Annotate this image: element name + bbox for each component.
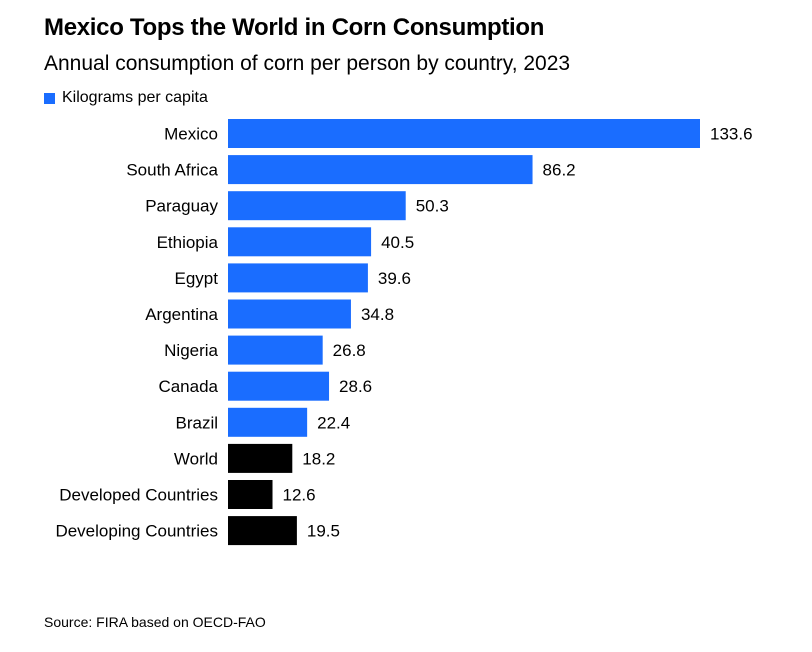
value-label: 19.5 bbox=[307, 522, 340, 541]
bar bbox=[228, 480, 273, 509]
source-note: Source: FIRA based on OECD-FAO bbox=[44, 614, 266, 630]
value-label: 50.3 bbox=[416, 197, 449, 216]
value-label: 28.6 bbox=[339, 377, 372, 396]
category-label: Nigeria bbox=[164, 341, 218, 360]
category-label: Egypt bbox=[175, 269, 219, 288]
value-label: 18.2 bbox=[302, 449, 335, 468]
value-label: 22.4 bbox=[317, 413, 350, 432]
value-label: 26.8 bbox=[333, 341, 366, 360]
bar bbox=[228, 335, 323, 365]
bar bbox=[228, 299, 351, 329]
chart-subtitle: Annual consumption of corn per person by… bbox=[44, 52, 571, 75]
value-label: 40.5 bbox=[381, 233, 414, 252]
category-label: Ethiopia bbox=[157, 233, 219, 252]
value-label: 34.8 bbox=[361, 305, 394, 324]
bar bbox=[228, 516, 297, 546]
legend-label: Kilograms per capita bbox=[62, 89, 208, 106]
category-label: Developing Countries bbox=[55, 522, 218, 541]
category-label: Canada bbox=[158, 377, 218, 396]
category-label: Paraguay bbox=[145, 197, 218, 216]
bar bbox=[228, 119, 700, 148]
bar bbox=[228, 407, 308, 437]
category-label: World bbox=[174, 449, 218, 468]
bar bbox=[228, 443, 293, 473]
value-label: 12.6 bbox=[283, 486, 316, 505]
category-label: Brazil bbox=[175, 413, 218, 432]
category-label: Argentina bbox=[145, 305, 218, 324]
legend-swatch bbox=[44, 92, 55, 104]
bar bbox=[228, 371, 330, 401]
bar bbox=[228, 191, 406, 221]
bar bbox=[228, 263, 368, 293]
value-label: 86.2 bbox=[543, 161, 576, 180]
category-label: Mexico bbox=[164, 125, 218, 144]
chart-legend: Kilograms per capita bbox=[44, 89, 208, 107]
chart-title: Mexico Tops the World in Corn Consumptio… bbox=[44, 14, 545, 41]
category-label: South Africa bbox=[126, 161, 218, 180]
category-label: Developed Countries bbox=[59, 486, 218, 505]
value-label: 133.6 bbox=[710, 125, 753, 144]
bar bbox=[228, 227, 372, 257]
value-label: 39.6 bbox=[378, 269, 411, 288]
bar bbox=[228, 155, 533, 185]
